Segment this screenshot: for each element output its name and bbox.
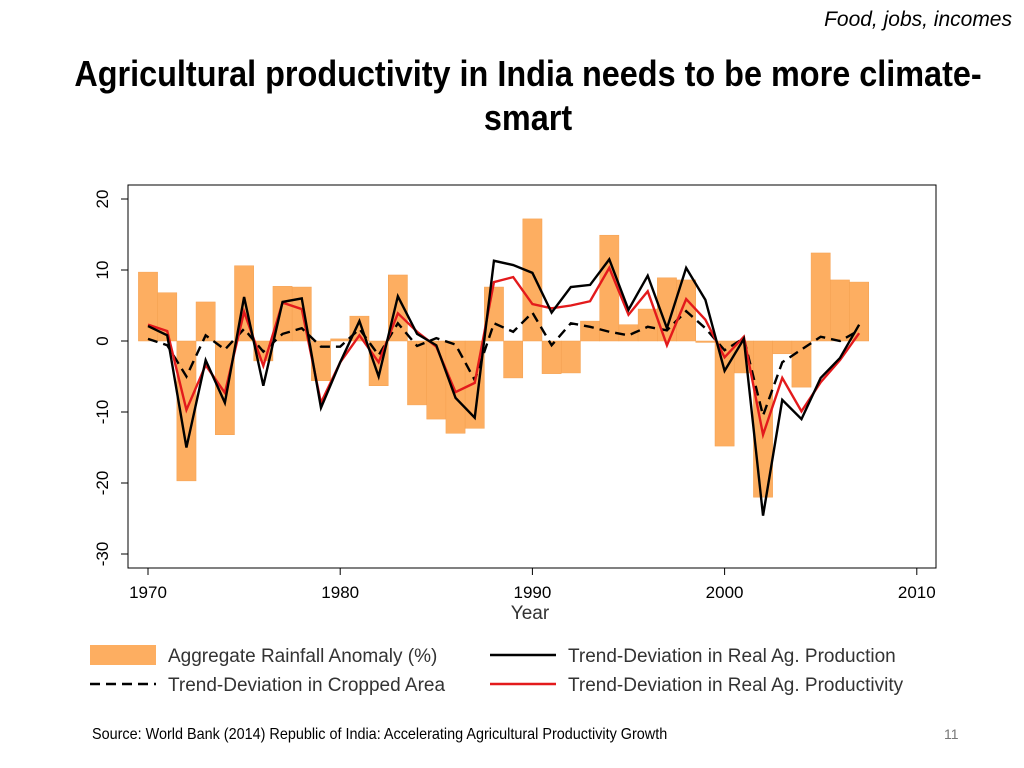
- source-note: Source: World Bank (2014) Republic of In…: [92, 726, 668, 743]
- rainfall-bar: [330, 338, 351, 342]
- rainfall-bar: [791, 340, 812, 388]
- rainfall-bar: [407, 340, 427, 406]
- rainfall-bar: [426, 340, 447, 420]
- rainfall-bar: [637, 308, 658, 342]
- x-tick-label: 1980: [321, 583, 359, 602]
- x-tick-label: 1970: [129, 583, 167, 602]
- x-tick-label: 2000: [706, 583, 744, 602]
- rainfall-bar: [810, 252, 831, 342]
- series-line-1: [147, 256, 861, 516]
- rainfall-bar: [830, 279, 850, 342]
- rainfall-bar: [522, 218, 543, 342]
- y-tick-label: 0: [93, 336, 112, 345]
- rainfall-bar: [772, 340, 793, 355]
- x-tick-label: 1990: [513, 583, 551, 602]
- x-tick-label: 2010: [898, 583, 936, 602]
- y-tick-label: -20: [93, 471, 112, 496]
- rainfall-bar: [714, 340, 735, 447]
- series-line-3: [147, 265, 861, 440]
- legend-label: Trend-Deviation in Real Ag. Production: [568, 646, 896, 667]
- page-number: 11: [944, 726, 959, 742]
- legend-label: Trend-Deviation in Real Ag. Productivity: [568, 675, 904, 696]
- y-tick-label: 10: [93, 261, 112, 280]
- rainfall-bar: [580, 320, 600, 342]
- section-tag: Food, jobs, incomes: [824, 8, 1012, 31]
- rainfall-bar: [503, 340, 524, 379]
- rainfall-bar: [599, 234, 620, 342]
- x-axis-label: Year: [511, 603, 550, 624]
- series-line-2: [147, 309, 860, 420]
- legend-swatch-rainfall: [90, 645, 156, 665]
- y-tick-label: -30: [93, 542, 112, 567]
- slide-title: Agricultural productivity in India needs…: [74, 53, 982, 138]
- rainfall-bar: [695, 340, 716, 343]
- legend-label: Trend-Deviation in Cropped Area: [168, 675, 445, 696]
- y-tick-label: -10: [93, 400, 112, 425]
- rainfall-bar: [138, 271, 158, 342]
- rainfall-bar: [560, 340, 581, 374]
- y-tick-label: 20: [93, 190, 112, 209]
- rainfall-bar: [195, 301, 216, 342]
- rainfall-bar: [849, 281, 869, 342]
- legend-label: Aggregate Rainfall Anomaly (%): [168, 646, 437, 667]
